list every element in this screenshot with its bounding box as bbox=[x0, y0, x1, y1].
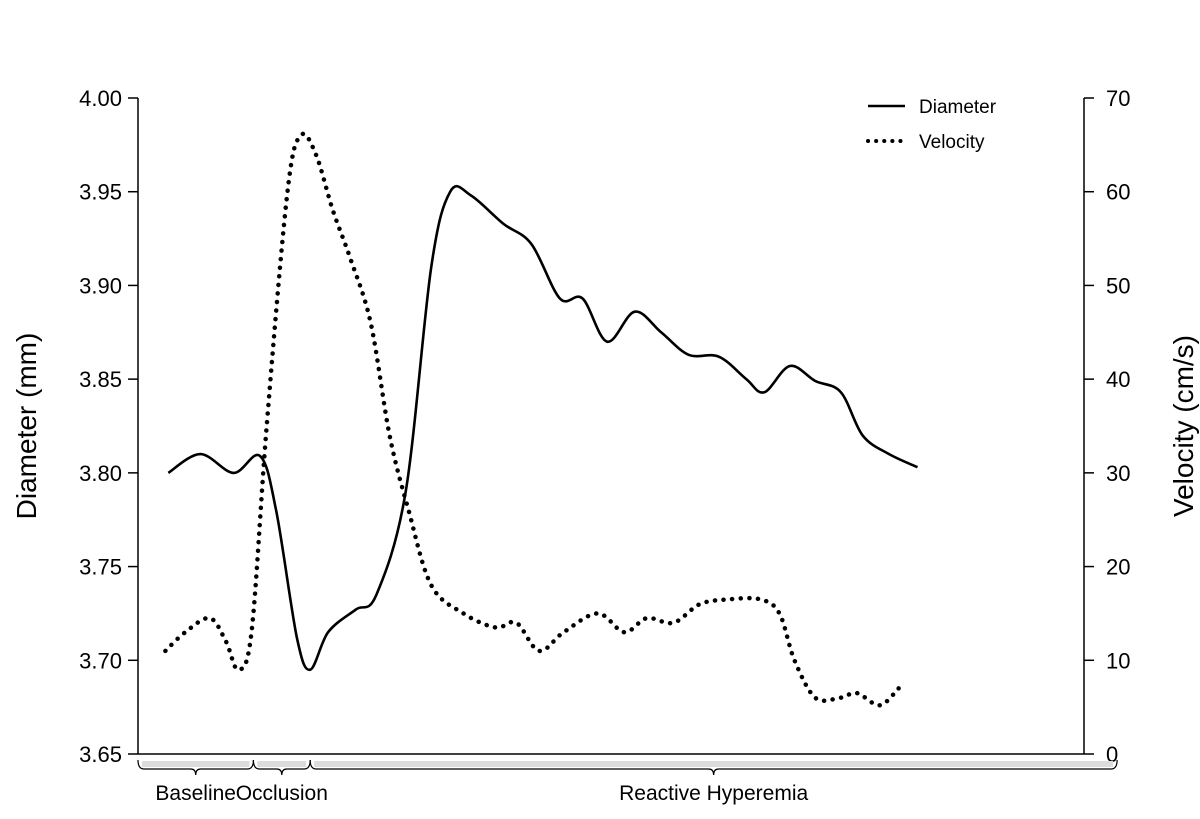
right-tick-label: 30 bbox=[1106, 461, 1130, 486]
right-tick-label: 70 bbox=[1106, 86, 1130, 111]
left-tick-label: 3.70 bbox=[79, 648, 122, 673]
phase-bracket bbox=[252, 759, 311, 776]
right-tick-label: 10 bbox=[1106, 648, 1130, 673]
plot-area bbox=[137, 98, 1085, 755]
right-tick-label: 50 bbox=[1106, 273, 1130, 298]
y2-axis-label: Velocity (cm/s) bbox=[1168, 335, 1199, 517]
phase-brackets: Baseline Occlusion Reactive Hyperemia bbox=[137, 759, 1118, 805]
y-axis-label: Diameter (mm) bbox=[11, 333, 42, 520]
legend: Diameter Velocity bbox=[866, 97, 997, 153]
series-line-velocity bbox=[163, 131, 901, 708]
phase-bracket-fill bbox=[314, 761, 1114, 767]
right-tick-label: 60 bbox=[1106, 180, 1130, 205]
left-tick-label: 3.90 bbox=[79, 273, 122, 298]
left-axis-ticks: 3.65 3.70 3.75 3.80 3.85 3.90 3.95 4.00 bbox=[79, 86, 138, 767]
legend-label-velocity: Velocity bbox=[919, 132, 985, 153]
legend-label-diameter: Diameter bbox=[919, 97, 997, 118]
phase-bracket bbox=[309, 759, 1118, 776]
series-layer bbox=[163, 131, 919, 708]
phase-label: Baseline bbox=[155, 782, 236, 805]
left-tick-label: 3.85 bbox=[79, 367, 122, 392]
phase-bracket-fill bbox=[257, 761, 307, 767]
right-tick-label: 20 bbox=[1106, 555, 1130, 580]
right-tick-label: 0 bbox=[1106, 742, 1118, 767]
left-tick-label: 3.75 bbox=[79, 555, 122, 580]
series-line-diameter bbox=[167, 184, 919, 672]
left-tick-label: 3.95 bbox=[79, 180, 122, 205]
right-axis-ticks: 0 10 20 30 40 50 60 70 bbox=[1084, 86, 1130, 767]
left-tick-label: 3.65 bbox=[79, 742, 122, 767]
phase-bracket bbox=[137, 759, 255, 776]
phase-label: Occlusion bbox=[236, 782, 328, 805]
phase-bracket-fill bbox=[142, 761, 250, 767]
left-tick-label: 4.00 bbox=[79, 86, 122, 111]
right-tick-label: 40 bbox=[1106, 367, 1130, 392]
left-tick-label: 3.80 bbox=[79, 461, 122, 486]
phase-label: Reactive Hyperemia bbox=[619, 782, 808, 805]
